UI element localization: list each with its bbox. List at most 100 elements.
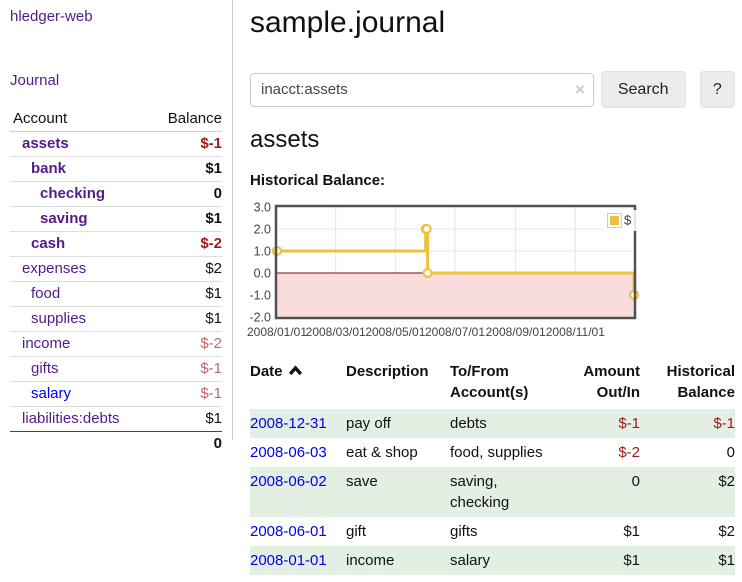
- transaction-balance: $2: [718, 523, 735, 540]
- description-column-header[interactable]: Description: [346, 363, 429, 380]
- account-link[interactable]: saving: [40, 210, 88, 227]
- svg-text:2008/07/01: 2008/07/01: [425, 325, 485, 339]
- data-point-marker: [422, 267, 433, 279]
- transaction-amount: $1: [623, 552, 640, 569]
- svg-text:2008/01/01: 2008/01/01: [247, 325, 307, 339]
- chart-title: Historical Balance:: [250, 172, 386, 189]
- date-column-header[interactable]: Date: [250, 363, 283, 380]
- chart-legend: $: [603, 210, 641, 231]
- legend-swatch: [610, 216, 619, 225]
- transaction-row: 2008-06-01 gift gifts $1 $2: [250, 517, 735, 546]
- transaction-date-link[interactable]: 2008-01-01: [250, 552, 327, 569]
- svg-text:-1.0: -1.0: [249, 289, 271, 303]
- account-balance: $1: [205, 410, 222, 427]
- page-title: sample.journal: [250, 6, 446, 39]
- transaction-amount: $-1: [618, 415, 640, 432]
- svg-text:-2.0: -2.0: [249, 311, 271, 325]
- account-balance: $-1: [200, 135, 222, 152]
- account-link[interactable]: food: [31, 285, 61, 302]
- transaction-row: 2008-06-02 save saving, checking 0 $2: [250, 467, 735, 517]
- sidebar-item-journal[interactable]: Journal: [10, 72, 60, 89]
- accounts-total-row: 0: [10, 431, 222, 456]
- transaction-row: 2008-01-01 income salary $1 $1: [250, 546, 735, 575]
- account-row: income $-2: [10, 332, 222, 357]
- transaction-date-link[interactable]: 2008-06-02: [250, 473, 327, 490]
- account-row: gifts $-1: [10, 357, 222, 382]
- historical-balance-chart: $ 3.0 2.0 1.0 0.0 -1.0 -2.0 2008/01/01 2008/03…: [247, 199, 735, 349]
- balance-column-header: Balance: [151, 107, 222, 132]
- search-input[interactable]: [250, 72, 594, 107]
- svg-text:1.0: 1.0: [254, 245, 271, 259]
- amount-column-header[interactable]: Amount Out/In: [583, 363, 640, 401]
- account-link[interactable]: bank: [31, 160, 67, 177]
- legend-label: $: [624, 213, 632, 228]
- svg-text:2008/11/01: 2008/11/01: [546, 325, 605, 339]
- svg-text:3.0: 3.0: [254, 201, 271, 215]
- account-row: checking 0: [10, 182, 222, 207]
- transaction-balance: $-1: [713, 415, 735, 432]
- search-input-wrap: ×: [250, 72, 594, 107]
- account-balance: $-1: [200, 360, 222, 377]
- account-row: cash $-2: [10, 232, 222, 257]
- data-point-marker: [421, 223, 432, 235]
- register-header-row: Date Description To/From Account(s) Amou…: [250, 357, 735, 409]
- transaction-accounts: saving, checking: [450, 473, 510, 511]
- account-balance: $1: [205, 160, 222, 177]
- account-balance: 0: [213, 185, 222, 202]
- account-link[interactable]: salary: [31, 385, 72, 402]
- y-axis-tick-labels: 3.0 2.0 1.0 0.0 -1.0 -2.0: [249, 201, 271, 325]
- account-balance: $2: [205, 260, 222, 277]
- account-link[interactable]: checking: [40, 185, 106, 202]
- account-row: bank $1: [10, 157, 222, 182]
- search-button[interactable]: Search: [600, 71, 686, 108]
- transaction-date-link[interactable]: 2008-06-03: [250, 444, 327, 461]
- account-column-header: Account: [10, 107, 152, 132]
- account-link[interactable]: cash: [31, 235, 66, 252]
- account-link[interactable]: expenses: [22, 260, 87, 277]
- account-row: liabilities:debts $1: [10, 407, 222, 432]
- account-balance: $1: [205, 210, 222, 227]
- chevron-up-icon[interactable]: [288, 365, 303, 376]
- tofrom-column-header[interactable]: To/From Account(s): [450, 363, 529, 401]
- transaction-balance: $2: [718, 473, 735, 490]
- account-link[interactable]: liabilities:debts: [22, 410, 120, 427]
- transaction-accounts: salary: [450, 552, 491, 569]
- app-title-link[interactable]: hledger-web: [10, 8, 93, 25]
- accounts-table: Account Balance assets $-1 bank $1 check…: [10, 107, 222, 456]
- transaction-amount: $1: [623, 523, 640, 540]
- account-balance: $-1: [200, 385, 222, 402]
- transaction-balance: 0: [726, 444, 735, 461]
- transaction-description: income: [346, 552, 395, 569]
- account-row: saving $1: [10, 207, 222, 232]
- balance-column-header2[interactable]: Historical Balance: [666, 363, 735, 401]
- help-button[interactable]: ?: [699, 71, 735, 108]
- transaction-amount: 0: [631, 473, 640, 490]
- transaction-date-link[interactable]: 2008-12-31: [250, 415, 327, 432]
- register-table: Date Description To/From Account(s) Amou…: [250, 357, 735, 575]
- account-balance: $1: [205, 285, 222, 302]
- clear-search-icon[interactable]: ×: [574, 79, 585, 99]
- transaction-description: pay off: [346, 415, 391, 432]
- main-content: sample.journal × Search ? assets Histori…: [233, 0, 742, 582]
- account-row: salary $-1: [10, 382, 222, 407]
- svg-text:2008/09/01: 2008/09/01: [486, 325, 546, 339]
- account-balance: $1: [205, 310, 222, 327]
- transaction-date-link[interactable]: 2008-06-01: [250, 523, 327, 540]
- accounts-total-value: 0: [151, 431, 222, 456]
- account-link[interactable]: assets: [22, 135, 69, 152]
- search-form: × Search ?: [250, 71, 735, 108]
- svg-text:2.0: 2.0: [254, 223, 271, 237]
- account-row: supplies $1: [10, 307, 222, 332]
- svg-text:2008/05/01: 2008/05/01: [365, 325, 425, 339]
- account-row: food $1: [10, 282, 222, 307]
- account-balance: $-2: [200, 335, 222, 352]
- account-link[interactable]: supplies: [31, 310, 87, 327]
- account-link[interactable]: gifts: [31, 360, 59, 377]
- transaction-description: gift: [346, 523, 367, 540]
- transaction-accounts: gifts: [450, 523, 478, 540]
- account-link[interactable]: income: [22, 335, 71, 352]
- chart-canvas: $ 3.0 2.0 1.0 0.0 -1.0 -2.0 2008/01/012008/03…: [247, 201, 641, 339]
- transaction-row: 2008-06-03 eat & shop food, supplies $-2…: [250, 438, 735, 467]
- transaction-description: eat & shop: [346, 444, 418, 461]
